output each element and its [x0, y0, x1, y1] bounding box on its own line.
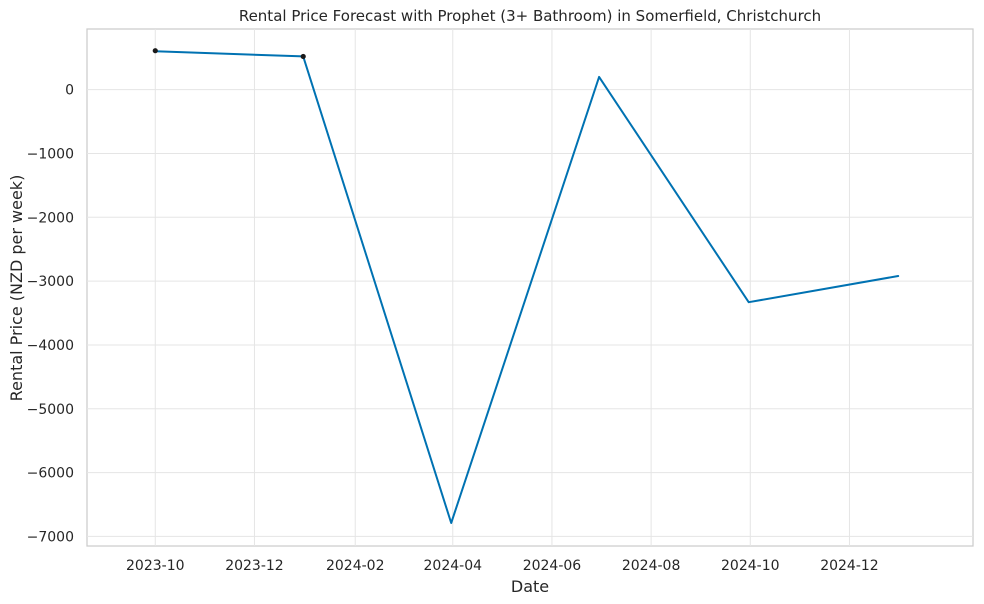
forecast-line [154, 50, 900, 524]
y-axis-label: Rental Price (NZD per week) [7, 175, 26, 402]
y-tick-label: −2000 [27, 210, 74, 226]
x-tick-label: 2023-12 [225, 558, 284, 574]
x-tick-label: 2024-02 [326, 558, 385, 574]
chart-title: Rental Price Forecast with Prophet (3+ B… [239, 7, 821, 25]
x-tick-label: 2024-04 [424, 558, 483, 574]
observed-point [152, 48, 158, 54]
y-tick-labels: 0 −1000 −2000 −3000 −4000 −5000 −6000 −7000 [27, 83, 74, 546]
y-tick-label: −4000 [27, 338, 74, 354]
x-gridlines [154, 29, 850, 546]
y-tick-label: 0 [65, 83, 74, 99]
x-tick-label: 2023-10 [126, 558, 185, 574]
observed-point [300, 53, 306, 60]
x-tick-label: 2024-10 [721, 558, 780, 574]
x-axis-label: Date [511, 577, 549, 596]
series-layer [152, 48, 900, 524]
y-tick-label: −7000 [27, 529, 74, 545]
y-tick-label: −3000 [27, 274, 74, 290]
x-tick-label: 2024-06 [523, 558, 582, 574]
x-tick-labels: 2023-10 2023-12 2024-02 2024-04 2024-06 2024-… [126, 558, 879, 574]
y-tick-label: −5000 [27, 402, 74, 418]
y-tick-label: −6000 [27, 466, 74, 482]
y-gridlines [87, 89, 973, 537]
x-tick-label: 2024-08 [622, 558, 681, 574]
x-tick-label: 2024-12 [820, 558, 879, 574]
y-tick-label: −1000 [27, 146, 74, 162]
